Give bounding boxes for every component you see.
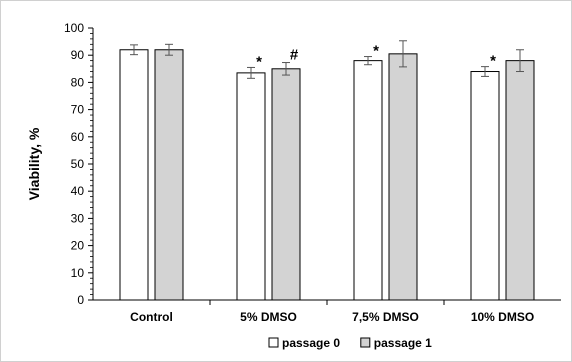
y-tick-label: 100 <box>64 21 84 35</box>
y-axis-title: Viability, % <box>26 127 42 200</box>
y-axis: 0 10 20 30 40 50 60 70 80 90 100 <box>64 21 94 307</box>
x-category-label: 10% DMSO <box>471 310 534 324</box>
legend: passage 0 passage 1 <box>268 336 432 350</box>
legend-swatch <box>360 337 371 348</box>
y-tick-label: 70 <box>71 103 85 117</box>
bar-passage-0 <box>470 71 500 301</box>
y-tick-label: 0 <box>77 293 84 307</box>
bar-passage-1 <box>505 60 535 301</box>
legend-label: passage 0 <box>282 336 340 350</box>
legend-swatch <box>268 337 279 348</box>
bar-passage-0 <box>119 49 149 301</box>
y-tick-label: 90 <box>71 48 85 62</box>
y-tick-label: 80 <box>71 75 85 89</box>
y-tick-label: 30 <box>71 211 85 225</box>
significance-marker: # <box>290 47 299 64</box>
x-axis: Control 5% DMSO 7,5% DMSO 10% DMSO <box>93 299 561 324</box>
significance-marker: * <box>490 53 496 70</box>
bar-passage-0 <box>236 72 266 301</box>
bar-passage-1 <box>154 49 184 301</box>
x-category-label: Control <box>130 310 173 324</box>
y-tick-label: 20 <box>71 239 85 253</box>
y-tick-label: 10 <box>71 266 85 280</box>
x-category-label: 7,5% DMSO <box>352 310 419 324</box>
y-tick-label: 60 <box>71 130 85 144</box>
legend-label: passage 1 <box>374 336 432 350</box>
bar-passage-0 <box>353 60 383 301</box>
y-tick-label: 50 <box>71 157 85 171</box>
bar-passage-1 <box>388 53 418 301</box>
significance-marker: * <box>256 53 262 70</box>
bar-passage-1 <box>271 68 301 301</box>
significance-marker: * <box>373 43 379 60</box>
x-category-label: 5% DMSO <box>240 310 297 324</box>
bars: * # * * <box>119 40 535 301</box>
y-tick-label: 40 <box>71 184 85 198</box>
